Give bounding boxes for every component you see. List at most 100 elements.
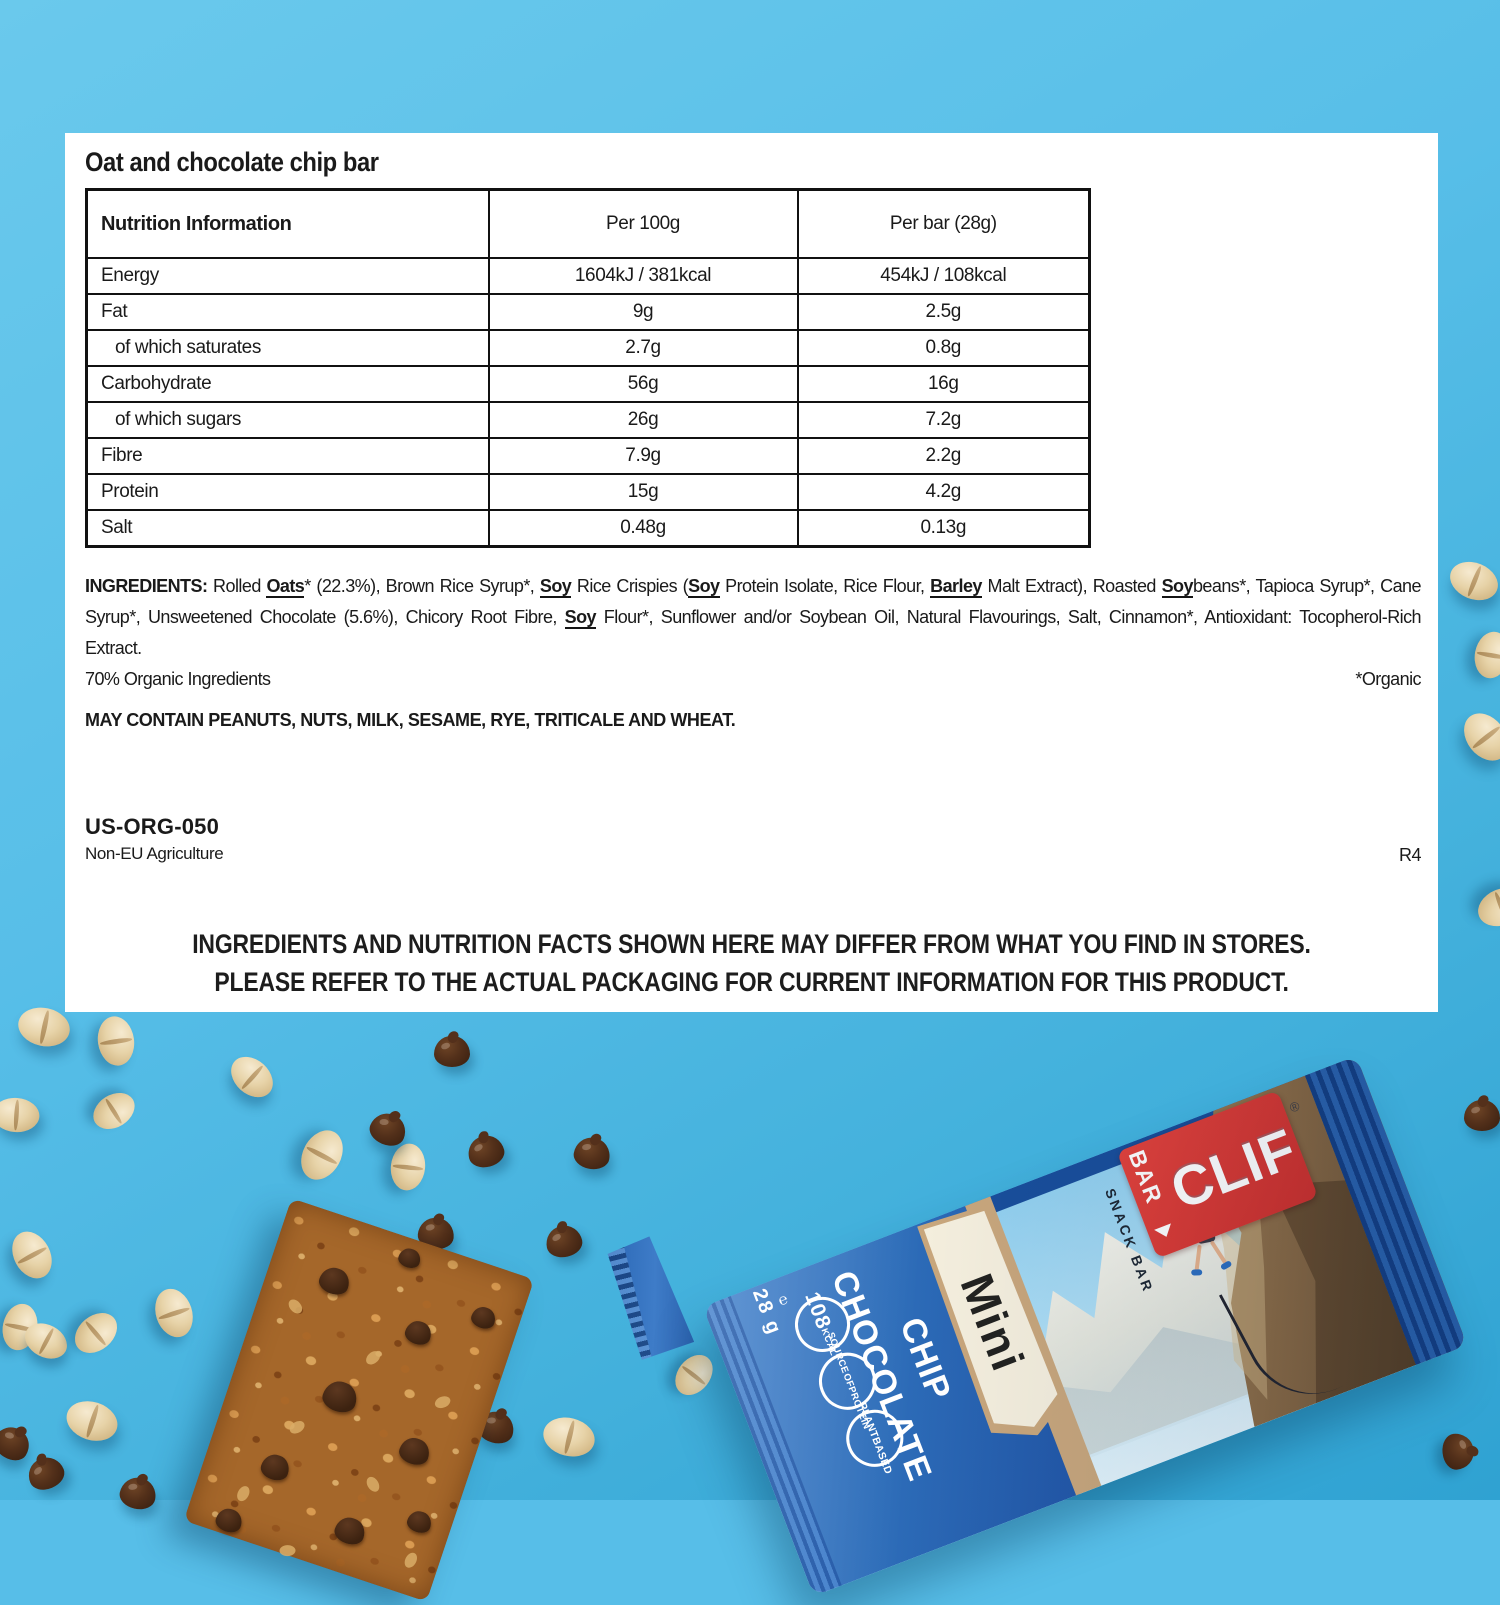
cliff-rock-art [1125, 1056, 1468, 1434]
disclaimer: INGREDIENTS AND NUTRITION FACTS SHOWN HE… [65, 925, 1438, 1001]
oat-flake-image [539, 1412, 599, 1462]
nutrition-cell: 7.2g [796, 401, 1091, 439]
bar-oat-bit [287, 1418, 307, 1437]
package-badge: 108 KCAL [786, 1289, 859, 1360]
column-header: Per bar (28g) [796, 188, 1091, 259]
logo-brand-text: CLIF [1162, 1115, 1305, 1221]
package-sky-art [702, 1055, 1468, 1597]
bar-chocolate-chip [316, 1263, 353, 1299]
bar-chocolate-chip [396, 1434, 433, 1469]
chocolate-chip-image [1464, 1100, 1500, 1131]
bar-oat-bit [285, 1296, 305, 1317]
clif-logo: BAR CLIF ® [1116, 1090, 1319, 1259]
logo-notch-icon [1154, 1223, 1175, 1241]
climber-leg [1209, 1240, 1228, 1265]
wrapper-blue-panel [726, 1204, 1079, 1587]
oat-flake-image [94, 1014, 138, 1068]
nutrition-cell: 9g [487, 293, 799, 331]
snack-bar-tagline: SNACK BAR [1102, 1186, 1157, 1296]
nutrition-header-row: Nutrition Information Per 100g Per bar (… [85, 188, 1091, 259]
revision-code: R4 [1398, 845, 1422, 865]
nutrition-cell: 1604kJ / 381kcal [487, 257, 799, 295]
climber-torso [1192, 1208, 1213, 1233]
certification-block: US-ORG-050 Non-EU Agriculture R4 [85, 814, 1422, 865]
ingredients-block: INGREDIENTS: Rolled Oats* (22.3%), Brown… [85, 571, 1422, 731]
nutrition-cell: of which saturates [85, 329, 490, 367]
nutrition-row: Salt 0.48g 0.13g [85, 509, 1091, 548]
bar-chocolate-chip [319, 1377, 361, 1417]
wrapper-corner-photo [605, 1232, 696, 1362]
nutrition-cell: Fibre [85, 437, 490, 475]
organic-asterisk-note: *Organic [1355, 669, 1421, 689]
nutrition-cell: Salt [85, 509, 490, 548]
bar-chocolate-chip [468, 1303, 499, 1332]
chocolate-chip-image [543, 1222, 585, 1261]
oat-flake-image [4, 1224, 60, 1286]
nutrition-table-body: Energy 1604kJ / 381kcal 454kJ / 108kcal Fat… [85, 257, 1091, 548]
ingredients-text: Rolled Oats* (22.3%), Brown Rice Syrup*,… [85, 576, 1422, 658]
nutrition-table: Nutrition Information Per 100g Per bar (… [85, 188, 1091, 548]
ingredient-segment: Oats [266, 576, 305, 598]
wrapper-crimp-right [1304, 1055, 1468, 1365]
nutrition-row: Fibre 7.9g 2.2g [85, 437, 1091, 475]
column-header: Per 100g [487, 188, 799, 259]
oat-flake-image [223, 1048, 281, 1106]
nutrition-cell: 0.13g [796, 509, 1091, 548]
nutrition-cell: 454kJ / 108kcal [796, 257, 1091, 295]
variant-label: Mini [950, 1266, 1035, 1379]
chocolate-chip-image [117, 1474, 159, 1513]
chocolate-chip-image [464, 1132, 508, 1171]
nutrition-cell: 7.9g [487, 437, 799, 475]
chocolate-chip-image [0, 1420, 36, 1467]
nutrition-row: of which sugars 26g 7.2g [85, 401, 1091, 439]
ingredient-segment: * (22.3%), Brown Rice Syrup*, [304, 576, 540, 596]
disclaimer-line: INGREDIENTS AND NUTRITION FACTS SHOWN HE… [192, 929, 1311, 959]
nutrition-cell: Protein [85, 473, 490, 511]
nutrition-row: Carbohydrate 56g 16g [85, 365, 1091, 403]
chocolate-chip-image [23, 1452, 69, 1495]
nutrition-cell: 2.7g [487, 329, 799, 367]
oat-flake-image [0, 1096, 41, 1134]
nutrition-cell: 0.8g [796, 329, 1091, 367]
oat-flake-image [67, 1304, 125, 1362]
logo-bar-text: BAR [1123, 1146, 1168, 1209]
flavor-name: CHOCOLATE CHIP [815, 1236, 991, 1498]
nutrition-cell: Fat [85, 293, 490, 331]
climber-shoe [1191, 1269, 1203, 1276]
nutrition-cell: 15g [487, 473, 799, 511]
ingredient-segment: Malt Extract), Roasted [981, 576, 1162, 596]
bar-oat-bit [402, 1550, 420, 1570]
nutrition-cell: Carbohydrate [85, 365, 490, 403]
clif-bar-package: 28 g ℮ 108 KCAL SOURCE OF PROTEIN PLANT BASED … [702, 1055, 1468, 1597]
oat-flake-image [61, 1394, 123, 1448]
bar-oat-bit [363, 1348, 383, 1368]
net-weight-label: 28 g ℮ [747, 1280, 802, 1339]
ingredient-segment: Rolled [207, 576, 267, 596]
climber-art [1166, 1187, 1271, 1315]
nutrition-row: Protein 15g 4.2g [85, 473, 1091, 511]
bar-oat-bit [433, 1394, 453, 1411]
mountain-shading-art [1033, 1248, 1347, 1464]
bar-chocolate-chip [402, 1317, 435, 1348]
oat-flake-image [293, 1123, 351, 1187]
ingredients-label: INGREDIENTS: [85, 576, 208, 596]
nutrition-panel: Oat and chocolate chip bar Nutrition Inf… [65, 133, 1438, 1012]
ingredient-segment: Soy [688, 576, 720, 598]
bar-chocolate-chip [213, 1505, 246, 1536]
package-badges: 108 KCAL SOURCE OF PROTEIN PLANT BASED [786, 1286, 912, 1478]
oat-flake-image [86, 1085, 142, 1137]
mountain-art [994, 1147, 1345, 1461]
allergen-note: MAY CONTAIN PEANUTS, NUTS, MILK, SESAME,… [85, 710, 736, 730]
ingredient-segment: Barley [930, 576, 982, 598]
estimated-sign: ℮ [772, 1288, 795, 1313]
climber-head [1194, 1200, 1208, 1213]
climber-arm [1201, 1191, 1213, 1216]
climber-shorts [1195, 1228, 1216, 1245]
page-title: Oat and chocolate chip bar [85, 147, 379, 177]
wrapper-tan-stripe [965, 1196, 1102, 1496]
cliff-rock-highlight [1152, 1105, 1407, 1418]
chocolate-chip-image [571, 1135, 613, 1172]
nutrition-cell: 56g [487, 365, 799, 403]
oat-flake-image [1444, 555, 1500, 607]
mini-banner: Mini [913, 1199, 1075, 1451]
